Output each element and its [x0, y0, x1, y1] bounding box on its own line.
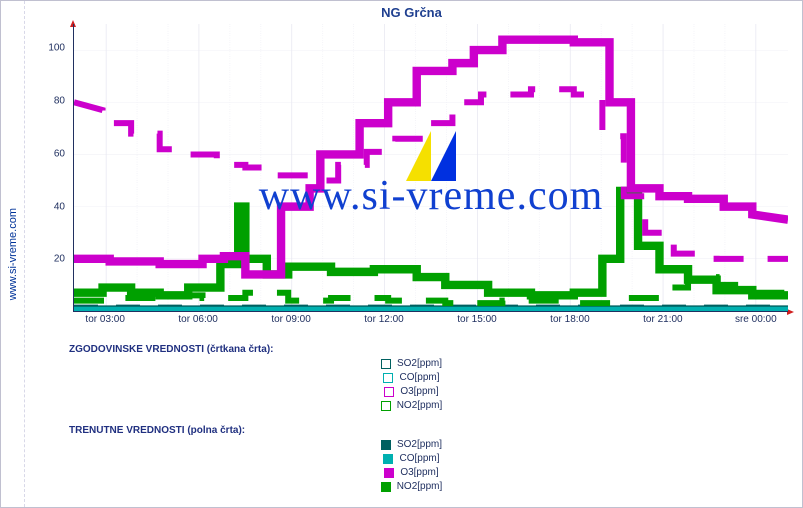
- legend-row: CO[ppm]: [383, 452, 439, 466]
- legend-label: SO2[ppm]: [397, 357, 442, 371]
- site-link[interactable]: www.si-vreme.com: [7, 208, 19, 300]
- chart-area: 20406080100 www.si-vreme.com tor 03:00to…: [29, 22, 794, 332]
- legend-row: CO[ppm]: [383, 371, 439, 385]
- legend-swatch-icon: [381, 440, 391, 450]
- legend-swatch-icon: [384, 468, 394, 478]
- x-tick-label: tor 18:00: [550, 314, 589, 325]
- watermark-text: www.si-vreme.com: [259, 172, 604, 220]
- legend-label: CO[ppm]: [399, 452, 439, 466]
- legend-swatch-icon: [381, 401, 391, 411]
- legend-swatch-icon: [381, 359, 391, 369]
- legend-historical: ZGODOVINSKE VREDNOSTI (črtkana črta): SO…: [29, 344, 794, 413]
- legend-current-title: TRENUTNE VREDNOSTI (polna črta):: [69, 425, 794, 436]
- legend-row: SO2[ppm]: [381, 438, 442, 452]
- y-tick-label: 100: [48, 43, 65, 54]
- x-tick-label: tor 15:00: [457, 314, 496, 325]
- legend-swatch-icon: [383, 454, 393, 464]
- legend-current-items: SO2[ppm]CO[ppm]O3[ppm]NO2[ppm]: [29, 438, 794, 494]
- y-tick-label: 40: [54, 201, 65, 212]
- legend-row: O3[ppm]: [384, 385, 438, 399]
- y-tick-label: 80: [54, 96, 65, 107]
- x-tick-label: sre 00:00: [735, 314, 777, 325]
- legend-label: NO2[ppm]: [397, 480, 443, 494]
- legend-label: SO2[ppm]: [397, 438, 442, 452]
- chart-title: NG Grčna: [29, 5, 794, 20]
- legend-swatch-icon: [383, 373, 393, 383]
- legend-label: O3[ppm]: [400, 385, 438, 399]
- x-tick-label: tor 09:00: [271, 314, 310, 325]
- chart-container: www.si-vreme.com NG Grčna 20 40 60 80 100 ww…: [0, 0, 803, 508]
- legend-historical-title: ZGODOVINSKE VREDNOSTI (črtkana črta):: [69, 344, 794, 355]
- x-tick-label: tor 03:00: [85, 314, 124, 325]
- y-tick-label: 60: [54, 148, 65, 159]
- x-axis-arrow-icon: [787, 309, 794, 315]
- legend-label: NO2[ppm]: [397, 399, 443, 413]
- y-tick-label: 20: [54, 254, 65, 265]
- legend-row: SO2[ppm]: [381, 357, 442, 371]
- legend-current: TRENUTNE VREDNOSTI (polna črta): SO2[ppm…: [29, 425, 794, 494]
- legend-historical-items: SO2[ppm]CO[ppm]O3[ppm]NO2[ppm]: [29, 357, 794, 413]
- plot-region: www.si-vreme.com: [73, 24, 788, 312]
- x-tick-label: tor 12:00: [364, 314, 403, 325]
- legend-label: CO[ppm]: [399, 371, 439, 385]
- legend-swatch-icon: [384, 387, 394, 397]
- x-tick-label: tor 06:00: [178, 314, 217, 325]
- legend-label: O3[ppm]: [400, 466, 438, 480]
- legend-row: NO2[ppm]: [381, 399, 443, 413]
- main-panel: NG Grčna 20 40 60 80 100 www.si-vreme.com to…: [25, 1, 802, 507]
- x-tick-label: tor 21:00: [643, 314, 682, 325]
- y-axis-labels: 20 40 60 80 100: [29, 22, 69, 312]
- x-axis-labels: tor 03:00 tor 06:00 tor 09:00 tor 12:00 tor …: [73, 314, 788, 332]
- legend-swatch-icon: [381, 482, 391, 492]
- legend-row: O3[ppm]: [384, 466, 438, 480]
- side-link-strip: www.si-vreme.com: [1, 1, 25, 507]
- legend-row: NO2[ppm]: [381, 480, 443, 494]
